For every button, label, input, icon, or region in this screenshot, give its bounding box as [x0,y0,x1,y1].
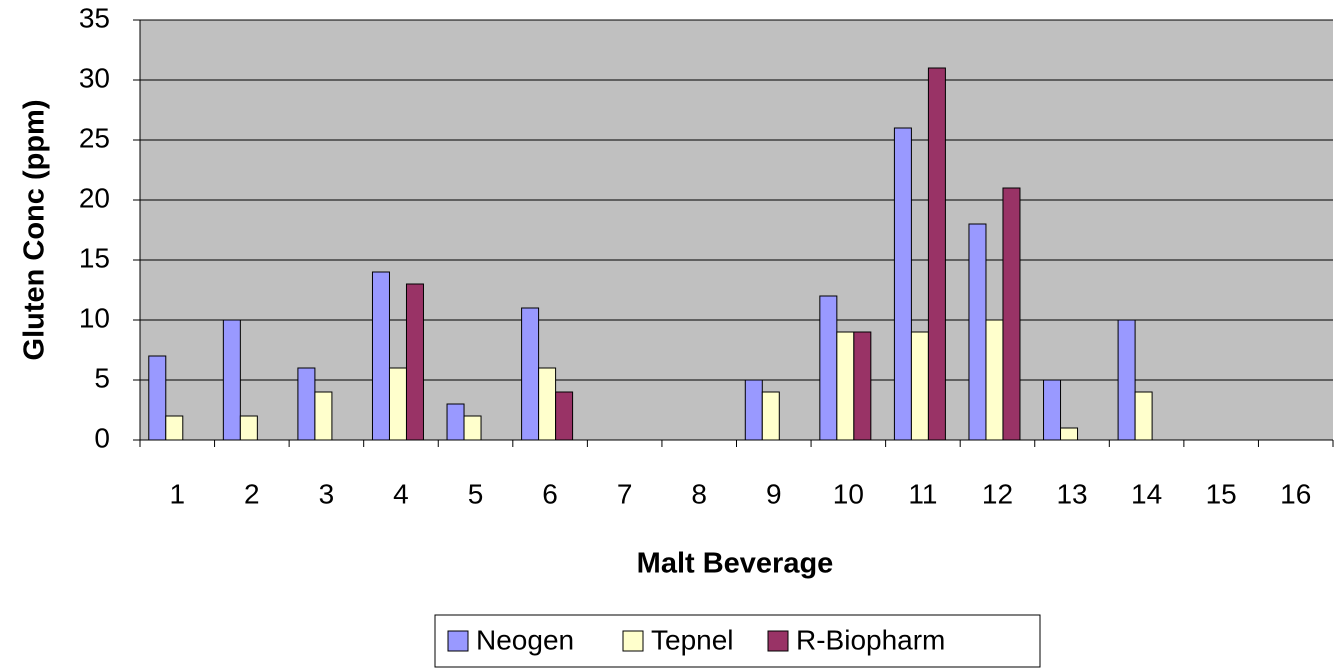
y-tick-label: 30 [79,62,110,93]
bar [836,331,855,441]
x-tick-label: 5 [468,478,484,509]
x-tick-label: 15 [1206,478,1237,509]
x-tick-label: 6 [542,478,558,509]
bar [819,295,838,441]
bar [222,319,241,441]
bar [239,415,258,441]
legend-box [434,614,1041,668]
x-tick-label: 9 [766,478,782,509]
bar [927,67,946,441]
bar [405,283,424,441]
bar [1043,379,1062,441]
x-tick-label: 12 [982,478,1013,509]
y-tick-label: 10 [79,302,110,333]
legend-swatch [447,630,469,652]
y-tick-label: 25 [79,122,110,153]
legend-label: Neogen [476,624,574,655]
bar [446,403,465,441]
y-tick-label: 15 [79,242,110,273]
bar [388,367,407,441]
y-tick-label: 20 [79,182,110,213]
x-tick-label: 3 [319,478,335,509]
x-tick-label: 11 [908,478,937,509]
bar [1002,187,1021,441]
bar [985,319,1004,441]
x-tick-label: 8 [691,478,707,509]
y-tick-label: 5 [94,362,110,393]
bar [1117,319,1136,441]
bar [297,367,316,441]
x-tick-label: 16 [1280,478,1311,509]
x-tick-label: 4 [393,478,409,509]
legend-swatch [622,630,644,652]
bar [910,331,929,441]
bar [1060,427,1079,441]
bar [555,391,574,441]
bar [314,391,333,441]
x-tick-label: 10 [833,478,864,509]
plot-area [140,20,1333,440]
bar [744,379,763,441]
bar [853,331,872,441]
bar [893,127,912,441]
legend-label: R-Biopharm [796,624,945,655]
x-tick-label: 14 [1131,478,1162,509]
x-tick-label: 2 [244,478,260,509]
x-tick-label: 7 [617,478,633,509]
y-axis-title: Gluten Conc (ppm) [19,100,51,361]
bar [148,355,167,441]
legend-label: Tepnel [651,624,734,655]
bar [165,415,184,441]
bar [371,271,390,441]
bar [463,415,482,441]
bar [521,307,540,441]
y-tick-label: 35 [79,2,110,33]
bar [1134,391,1153,441]
bar [968,223,987,441]
legend-swatch [767,630,789,652]
bar [761,391,780,441]
x-tick-label: 1 [169,478,185,509]
bar [538,367,557,441]
x-axis-title: Malt Beverage [637,548,834,580]
y-tick-label: 0 [94,422,110,453]
x-tick-label: 13 [1056,478,1087,509]
